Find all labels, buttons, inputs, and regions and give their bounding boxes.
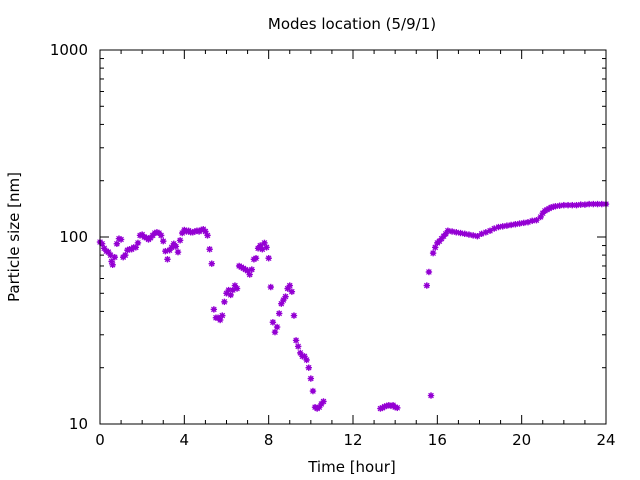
data-point: [309, 387, 317, 395]
data-point: [248, 266, 255, 273]
data-point: [210, 306, 218, 313]
data-point: [427, 392, 435, 399]
data-points: [96, 200, 610, 412]
y-tick-label: 10: [69, 415, 88, 433]
data-point: [294, 343, 302, 350]
data-point: [305, 364, 312, 371]
data-point: [263, 244, 270, 251]
data-point: [282, 293, 289, 300]
data-point: [273, 323, 281, 331]
x-axis-label: Time [hour]: [307, 458, 396, 476]
data-point: [219, 312, 226, 319]
data-point: [134, 239, 142, 247]
data-point: [301, 353, 308, 360]
x-tick-label: 8: [264, 431, 274, 449]
data-point: [208, 260, 215, 267]
plot-frame: [99, 49, 607, 425]
data-point: [101, 245, 108, 252]
data-point: [423, 282, 430, 289]
data-point: [276, 310, 283, 317]
data-point: [216, 316, 224, 324]
data-point: [292, 337, 300, 344]
data-point: [206, 246, 213, 253]
data-point: [594, 200, 601, 208]
data-point: [157, 232, 165, 239]
data-point: [227, 291, 234, 299]
data-point: [307, 375, 315, 382]
data-point: [164, 256, 171, 263]
axis-ticks: [99, 49, 607, 425]
data-point: [529, 217, 536, 225]
y-tick-label: 100: [59, 228, 88, 246]
data-point: [109, 261, 116, 269]
data-point: [246, 271, 253, 278]
data-point: [556, 202, 563, 209]
data-point: [204, 232, 211, 239]
x-tick-labels: 0 4 8 12 16 20 24: [95, 431, 615, 449]
data-point: [524, 218, 532, 226]
data-point: [233, 285, 241, 292]
x-tick-label: 24: [596, 431, 615, 449]
y-axis-label: Particle size [nm]: [5, 172, 23, 302]
data-point: [176, 237, 184, 244]
x-tick-label: 12: [343, 431, 362, 449]
data-point: [286, 282, 293, 289]
data-point: [569, 201, 576, 209]
data-point: [259, 246, 266, 253]
data-point: [265, 255, 272, 262]
data-point: [160, 237, 167, 245]
data-point: [252, 255, 260, 262]
data-point: [429, 249, 437, 257]
data-point: [303, 356, 310, 364]
data-point: [316, 403, 323, 411]
y-tick-label: 1000: [50, 41, 88, 59]
data-point: [520, 219, 527, 227]
data-point: [168, 244, 175, 251]
x-tick-label: 4: [180, 431, 190, 449]
data-point: [117, 236, 125, 243]
data-point: [269, 319, 277, 326]
chart-title: Modes location (5/9/1): [268, 15, 436, 33]
data-point: [320, 398, 327, 405]
data-point: [425, 268, 433, 276]
data-point: [225, 286, 232, 294]
data-point: [564, 201, 572, 209]
data-point: [394, 404, 401, 412]
y-tick-labels: 10 100 1000: [50, 41, 88, 433]
data-point: [174, 248, 182, 256]
data-point: [271, 328, 279, 336]
data-point: [113, 240, 121, 247]
x-tick-label: 16: [428, 431, 447, 449]
data-point: [221, 298, 228, 306]
data-point: [288, 288, 296, 295]
data-point: [290, 312, 298, 319]
data-point: [577, 201, 584, 208]
data-point: [507, 221, 515, 229]
data-point: [533, 216, 540, 224]
data-point: [465, 231, 473, 238]
x-tick-label: 0: [95, 431, 105, 449]
data-point: [172, 243, 180, 250]
data-point: [111, 253, 118, 261]
data-point: [267, 283, 274, 291]
x-tick-label: 20: [512, 431, 531, 449]
data-point: [122, 251, 129, 259]
